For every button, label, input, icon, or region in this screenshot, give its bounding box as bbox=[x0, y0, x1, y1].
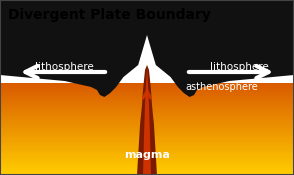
Bar bbox=[0, 109, 294, 111]
Bar bbox=[0, 103, 294, 104]
Bar bbox=[0, 172, 294, 173]
Bar bbox=[0, 153, 294, 154]
Bar bbox=[0, 132, 294, 134]
Bar bbox=[0, 128, 294, 129]
Bar bbox=[0, 138, 294, 139]
Bar bbox=[0, 135, 294, 136]
Bar bbox=[0, 90, 294, 91]
Bar bbox=[0, 134, 294, 135]
Text: lithosphere: lithosphere bbox=[210, 62, 269, 72]
Bar bbox=[0, 167, 294, 168]
Bar bbox=[0, 99, 294, 100]
Bar bbox=[0, 117, 294, 119]
Bar bbox=[0, 165, 294, 166]
Bar bbox=[0, 142, 294, 143]
Bar bbox=[0, 108, 294, 109]
Bar bbox=[0, 170, 294, 172]
Bar bbox=[0, 124, 294, 125]
Bar bbox=[0, 159, 294, 160]
Bar bbox=[0, 152, 294, 153]
Bar bbox=[0, 137, 294, 138]
Bar bbox=[0, 161, 294, 162]
Bar bbox=[0, 83, 294, 84]
Bar bbox=[0, 114, 294, 115]
Bar bbox=[0, 112, 294, 113]
Bar bbox=[0, 146, 294, 147]
Bar bbox=[0, 145, 294, 146]
Polygon shape bbox=[0, 0, 147, 97]
Bar bbox=[0, 107, 294, 108]
Bar bbox=[0, 84, 294, 85]
Bar bbox=[0, 157, 294, 158]
Bar bbox=[0, 143, 294, 144]
Bar bbox=[0, 113, 294, 114]
Bar bbox=[0, 93, 294, 94]
Bar bbox=[0, 131, 294, 132]
Bar bbox=[0, 150, 294, 151]
Text: magma: magma bbox=[124, 150, 170, 160]
Bar bbox=[0, 0, 294, 35]
Bar bbox=[0, 130, 294, 131]
Bar bbox=[0, 92, 294, 93]
Bar bbox=[0, 151, 294, 152]
Bar bbox=[0, 169, 294, 170]
Bar bbox=[0, 136, 294, 137]
Bar bbox=[0, 89, 294, 90]
Bar bbox=[0, 163, 294, 165]
Polygon shape bbox=[147, 0, 294, 97]
Bar bbox=[0, 104, 294, 105]
Bar bbox=[0, 120, 294, 121]
Text: lithosphere: lithosphere bbox=[35, 62, 94, 72]
Bar bbox=[0, 139, 294, 141]
Bar bbox=[0, 115, 294, 116]
Bar bbox=[0, 86, 294, 88]
Bar bbox=[0, 85, 294, 86]
Bar bbox=[0, 101, 294, 103]
Bar bbox=[0, 144, 294, 145]
Bar bbox=[0, 96, 294, 97]
Bar bbox=[0, 111, 294, 112]
Bar bbox=[0, 97, 294, 98]
Bar bbox=[0, 98, 294, 99]
Bar bbox=[0, 158, 294, 159]
Text: asthenosphere: asthenosphere bbox=[185, 82, 258, 92]
Bar bbox=[0, 174, 294, 175]
Bar bbox=[0, 129, 294, 130]
Bar bbox=[0, 122, 294, 123]
Text: Divergent Plate Boundary: Divergent Plate Boundary bbox=[8, 8, 211, 22]
Bar bbox=[0, 88, 294, 89]
Bar bbox=[0, 123, 294, 124]
Bar bbox=[0, 173, 294, 174]
Bar bbox=[0, 162, 294, 163]
Bar bbox=[0, 147, 294, 149]
Bar bbox=[0, 127, 294, 128]
Bar bbox=[0, 155, 294, 157]
Bar bbox=[0, 121, 294, 122]
Bar bbox=[0, 166, 294, 167]
Bar bbox=[0, 94, 294, 96]
Bar bbox=[0, 160, 294, 161]
Bar bbox=[0, 116, 294, 117]
Bar bbox=[0, 119, 294, 120]
Bar bbox=[0, 91, 294, 92]
Bar bbox=[0, 154, 294, 155]
Polygon shape bbox=[143, 67, 151, 175]
Bar bbox=[0, 149, 294, 150]
Bar bbox=[0, 106, 294, 107]
Polygon shape bbox=[137, 65, 157, 175]
Bar bbox=[0, 168, 294, 169]
Bar bbox=[0, 141, 294, 142]
Bar bbox=[0, 100, 294, 101]
Bar bbox=[0, 125, 294, 127]
Bar bbox=[0, 105, 294, 106]
